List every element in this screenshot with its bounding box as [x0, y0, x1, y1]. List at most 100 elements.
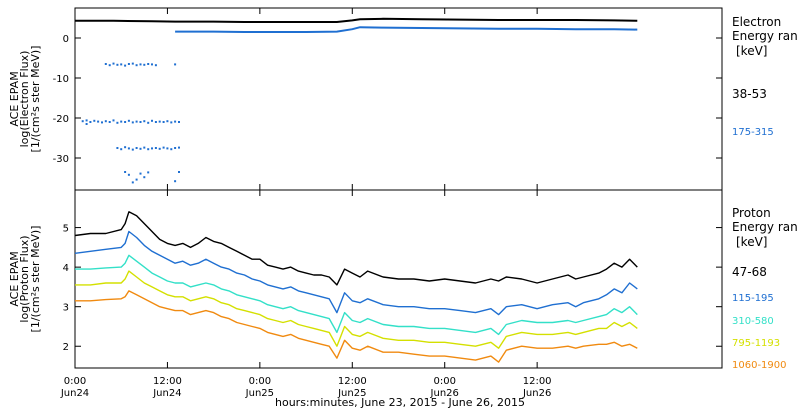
series-point-175-315 — [104, 63, 107, 65]
xtick-label-date: Jun25 — [337, 388, 366, 399]
series-point-175-315 — [147, 121, 150, 124]
electron-ylabel: ACE EPAM log(Electron Flux) [1/(cm²s ste… — [8, 46, 42, 153]
proton-ylabel-line1: ACE EPAM — [8, 251, 21, 306]
series-line-310-580 — [75, 254, 638, 336]
series-line-47-68 — [74, 211, 638, 286]
series-point-175-315 — [178, 121, 180, 123]
xtick-label-date: Jun24 — [60, 388, 89, 399]
series-point-175-315 — [174, 120, 177, 123]
series-point-175-315 — [135, 120, 138, 123]
ytick-label: 5 — [63, 224, 69, 235]
proton-legend: Proton Energy ran [keV] 47-68 115-195 31… — [732, 206, 798, 371]
xtick-label-time: 12:00 — [153, 376, 182, 387]
series-point-175-315 — [116, 147, 119, 149]
series-point-175-315 — [139, 172, 142, 175]
series-point-175-315 — [143, 63, 146, 66]
series-point-175-315 — [120, 120, 123, 123]
ytick-label: 4 — [63, 263, 69, 274]
series-point-175-315 — [158, 120, 161, 123]
series-point-175-315 — [162, 146, 165, 149]
series-point-175-315 — [170, 121, 173, 124]
proton-panel-frame — [74, 189, 723, 369]
proton-legend-entry-4: 795-1193 — [732, 338, 780, 349]
series-point-175-315 — [178, 146, 180, 149]
series-point-175-315 — [85, 123, 88, 125]
proton-legend-entry-3: 310-580 — [732, 316, 774, 327]
xtick-label-time: 0:00 — [249, 376, 271, 387]
series-point-175-315 — [81, 120, 84, 123]
series-point-175-315 — [135, 178, 138, 181]
electron-ylabel-line3: [1/(cm²s ster MeV)] — [29, 46, 42, 153]
series-point-175-315 — [120, 63, 123, 66]
series-point-175-315 — [143, 146, 146, 149]
series-point-175-315 — [120, 148, 123, 151]
series-point-175-315 — [131, 148, 134, 151]
electron-plot-area: 0 -10 -20 -30 — [53, 17, 722, 184]
series-point-175-315 — [147, 63, 150, 65]
proton-legend-entry-5: 1060-1900 — [732, 360, 787, 371]
series-point-175-315 — [143, 120, 146, 123]
electron-legend-unit: [keV] — [736, 44, 767, 58]
series-point-175-315 — [139, 147, 142, 150]
proton-legend-entry-1: 47-68 — [732, 265, 767, 279]
series-point-175-315 — [112, 119, 115, 122]
series-point-175-315 — [139, 63, 142, 66]
series-point-175-315 — [131, 121, 134, 124]
series-point-175-315 — [104, 120, 107, 123]
proton-legend-entry-2: 115-195 — [732, 293, 774, 304]
series-point-175-315 — [124, 64, 127, 67]
electron-ylabel-line1: ACE EPAM — [8, 71, 21, 126]
series-point-175-315 — [89, 121, 92, 123]
series-point-175-315 — [178, 171, 180, 173]
xtick-label-time: 0:00 — [433, 376, 455, 387]
series-point-175-315 — [131, 62, 134, 65]
series-point-175-315 — [112, 62, 115, 65]
series-point-175-315 — [154, 147, 157, 149]
series-point-175-315 — [154, 64, 157, 67]
series-point-175-315 — [135, 147, 138, 149]
xtick-label-date: Jun26 — [522, 388, 551, 399]
series-line-795-1193 — [75, 270, 638, 349]
series-point-175-315 — [162, 121, 165, 123]
series-point-175-315 — [101, 121, 103, 124]
electron-legend-entry-1: 38-53 — [732, 87, 767, 101]
ytick-label: -10 — [53, 74, 69, 85]
xtick-label-time: 0:00 — [64, 376, 86, 387]
series-line-115-195 — [74, 230, 638, 316]
series-point-175-315 — [116, 121, 119, 124]
xtick-label-time: 12:00 — [338, 376, 367, 387]
xtick-label-date: Jun26 — [430, 388, 459, 399]
proton-ylabel-line2: log(Proton Flux) — [18, 235, 31, 322]
ytick-label: 2 — [63, 342, 69, 353]
electron-panel-frame — [74, 7, 723, 191]
series-point-175-315 — [124, 146, 127, 149]
series-point-175-315 — [170, 148, 173, 151]
series-point-175-315 — [151, 147, 153, 150]
proton-ylabel: ACE EPAM log(Proton Flux) [1/(cm²s ster … — [8, 226, 42, 333]
series-point-175-315 — [97, 120, 100, 123]
ytick-label: 0 — [63, 34, 69, 45]
series-point-175-315 — [147, 171, 150, 174]
x-axis-label: hours:minutes, June 23, 2015 - June 26, … — [275, 396, 525, 409]
proton-legend-unit: [keV] — [736, 235, 767, 249]
proton-legend-title-2: Energy ran — [732, 220, 798, 234]
series-point-175-315 — [135, 64, 138, 67]
xtick-label-date: Jun25 — [245, 388, 274, 399]
xtick-label-time: 12:00 — [523, 376, 552, 387]
ytick-label: -20 — [53, 114, 69, 125]
proton-legend-title-1: Proton — [732, 206, 771, 220]
electron-legend: Electron Energy ran [keV] 38-53 175-315 — [732, 15, 798, 138]
series-point-175-315 — [147, 148, 150, 151]
series-point-175-315 — [85, 119, 88, 122]
proton-ylabel-line3: [1/(cm²s ster MeV)] — [29, 226, 42, 333]
series-point-175-315 — [108, 121, 111, 123]
series-point-175-315 — [174, 147, 177, 149]
series-point-175-315 — [143, 176, 146, 179]
series-point-175-315 — [151, 63, 153, 66]
series-point-175-315 — [158, 147, 161, 150]
electron-ylabel-line2: log(Electron Flux) — [18, 51, 31, 148]
series-point-175-315 — [151, 119, 153, 122]
series-point-175-315 — [124, 171, 127, 173]
series-point-175-315 — [93, 119, 96, 122]
